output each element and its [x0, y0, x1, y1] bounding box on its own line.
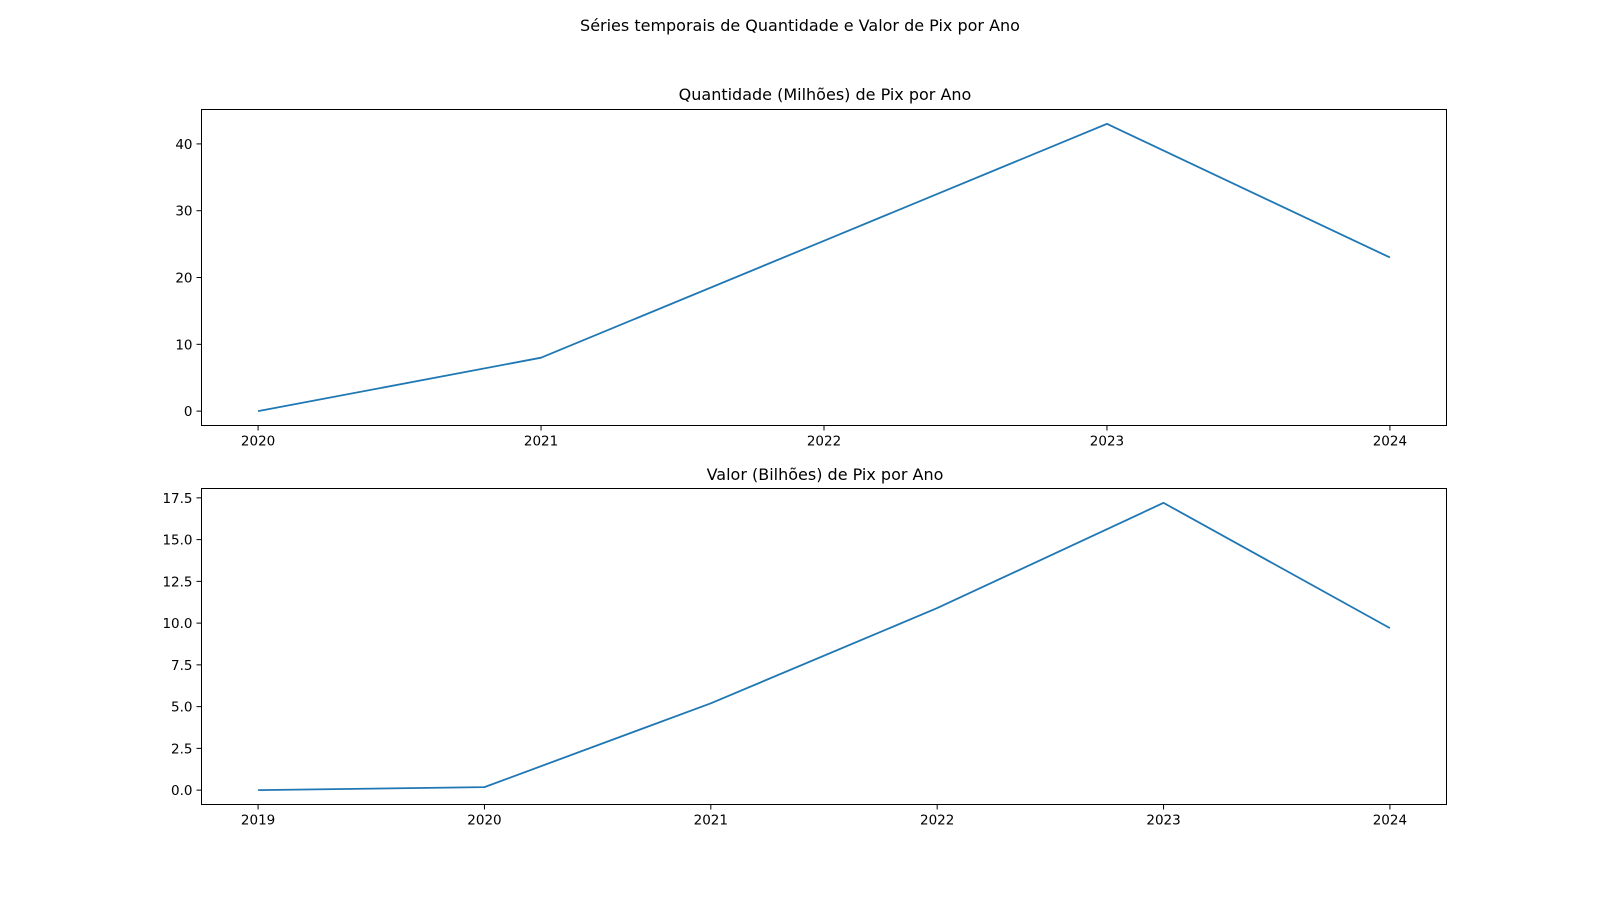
plot-frame-quantidade — [201, 109, 1447, 426]
x-tick-label-valor: 2023 — [1146, 813, 1180, 829]
figure-suptitle: Séries temporais de Quantidade e Valor d… — [580, 16, 1020, 35]
x-tick-label-quantidade: 2024 — [1373, 434, 1407, 450]
x-tick-label-quantidade: 2023 — [1090, 434, 1124, 450]
chart-valor: Valor (Bilhões) de Pix por Ano 2019 2020 2… — [162, 465, 1447, 829]
x-tick-label-valor: 2019 — [241, 813, 275, 829]
y-tick-label-valor: 0.0 — [171, 783, 192, 799]
series-line-valor — [258, 501, 1391, 792]
x-tick-label-valor: 2020 — [467, 813, 501, 829]
plot-frame-valor — [201, 488, 1447, 805]
y-tick-label-valor: 15.0 — [162, 533, 192, 549]
y-tick-label-quantidade: 20 — [175, 271, 192, 287]
chart-title-quantidade: Quantidade (Milhões) de Pix por Ano — [679, 85, 972, 104]
x-tick-label-valor: 2022 — [920, 813, 954, 829]
y-tick-label-valor: 10.0 — [162, 616, 192, 632]
x-tick-label-valor: 2024 — [1373, 813, 1407, 829]
y-tick-label-valor: 5.0 — [171, 700, 192, 716]
x-tick-label-quantidade: 2020 — [241, 434, 275, 450]
y-tick-label-valor: 17.5 — [162, 491, 192, 507]
chart-quantidade: Quantidade (Milhões) de Pix por Ano 2020… — [175, 85, 1447, 450]
y-tick-label-quantidade: 10 — [175, 337, 192, 353]
series-line-quantidade — [257, 122, 1391, 413]
y-tick-label-valor: 12.5 — [162, 574, 192, 590]
y-tick-label-quantidade: 30 — [175, 204, 192, 220]
y-tick-label-valor: 2.5 — [171, 741, 192, 757]
y-tick-label-valor: 7.5 — [171, 658, 192, 674]
y-tick-label-quantidade: 0 — [184, 404, 193, 420]
x-tick-label-quantidade: 2022 — [807, 434, 841, 450]
x-tick-label-quantidade: 2021 — [524, 434, 558, 450]
y-tick-label-quantidade: 40 — [175, 137, 192, 153]
x-tick-label-valor: 2021 — [694, 813, 728, 829]
chart-title-valor: Valor (Bilhões) de Pix por Ano — [707, 465, 944, 484]
